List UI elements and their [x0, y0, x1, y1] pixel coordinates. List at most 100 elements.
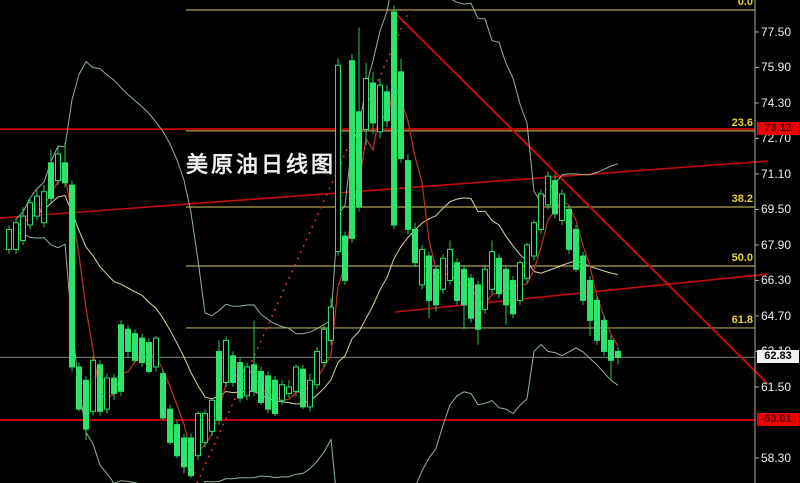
candle-body — [111, 377, 117, 395]
candle-body — [48, 162, 54, 199]
candle-body — [146, 342, 152, 372]
axis-tick-label: 77.50 — [761, 24, 792, 39]
candle-body — [307, 379, 313, 408]
bollinger-upper-band — [15, 0, 619, 335]
axis-tick-label: 69.50 — [761, 202, 792, 217]
candle-body — [286, 386, 292, 395]
candle-body — [20, 215, 26, 242]
candle-body — [181, 437, 187, 468]
candle-body — [510, 279, 516, 315]
candle-body — [6, 228, 12, 250]
price-badge-62.83: 62.83 — [757, 350, 799, 364]
candle-body — [76, 366, 82, 410]
candle-body — [461, 268, 467, 306]
candle-body — [468, 277, 474, 319]
fib-label-61.8: 61.8 — [731, 313, 753, 326]
candle-body — [615, 350, 621, 358]
candle-body — [83, 379, 89, 430]
candle-body — [524, 244, 530, 279]
candle-body — [216, 350, 222, 421]
candle-body — [489, 251, 495, 290]
candle-body — [384, 91, 390, 122]
candle-body — [104, 377, 110, 410]
candle-body — [125, 328, 131, 352]
candle-body — [97, 364, 103, 412]
candle-body — [328, 306, 334, 341]
candle-body — [419, 248, 425, 286]
candle-body — [342, 235, 348, 281]
candle-body — [118, 324, 124, 392]
candle-body — [272, 379, 278, 415]
candle-body — [314, 350, 320, 386]
candle-body — [265, 375, 271, 410]
fib-label-0.0: 0.0 — [737, 0, 753, 8]
candle-body — [174, 424, 180, 457]
candle-body — [237, 362, 243, 399]
candle-body — [69, 184, 75, 368]
candle-body — [160, 373, 166, 419]
candle-body — [426, 255, 432, 301]
candle-body — [13, 222, 19, 250]
candle-body — [349, 60, 355, 239]
candle-body — [251, 364, 257, 392]
fib-label-38.2: 38.2 — [731, 193, 753, 205]
candle-body — [335, 64, 341, 253]
candle-body — [195, 413, 201, 457]
candle-body — [587, 279, 593, 321]
candle-body — [566, 208, 572, 250]
candle-body — [300, 368, 306, 408]
candle-body — [454, 262, 460, 301]
candle-body — [132, 333, 138, 361]
axis-tick-label: 58.30 — [761, 450, 792, 465]
candle-body — [545, 175, 551, 206]
axis-tick-label: 71.10 — [761, 166, 792, 181]
trend-line-descending-from-top — [393, 11, 769, 385]
candle-body — [608, 339, 614, 361]
candle-body — [62, 162, 68, 184]
candle-body — [244, 366, 250, 397]
candle-body — [398, 71, 404, 159]
axis-tick-label: 66.30 — [761, 273, 792, 288]
candle-body — [34, 195, 40, 217]
candle-body — [594, 299, 600, 341]
price-badge-60.01: 60.01 — [757, 412, 799, 426]
price-badge-73.12: 73.12 — [757, 122, 799, 136]
candle-body — [41, 191, 47, 224]
axis-tick-label: 67.90 — [761, 237, 792, 252]
candle-body — [321, 328, 327, 364]
candle-body — [482, 268, 488, 310]
candle-body — [90, 359, 96, 412]
candle-body — [188, 437, 194, 477]
candle-body — [293, 366, 299, 392]
ma-slow-line — [15, 194, 619, 405]
candle-body — [475, 284, 481, 330]
fib-label-50.0: 50.0 — [731, 252, 753, 265]
candle-body — [433, 268, 439, 306]
chart-title: 美原油日线图 — [186, 152, 337, 177]
candle-body — [258, 370, 264, 403]
candle-body — [391, 11, 397, 226]
candle-body — [552, 180, 558, 215]
candle-body — [209, 399, 215, 432]
candle-body — [202, 413, 208, 443]
candle-body — [447, 248, 453, 281]
candle-body — [580, 255, 586, 301]
axis-tick-label: 64.70 — [761, 308, 792, 323]
trend-line-long-ascending — [0, 160, 769, 219]
candle-body — [531, 222, 537, 257]
candle-body — [370, 82, 376, 124]
axis-tick-label: 74.30 — [761, 95, 792, 110]
candle-body — [167, 408, 173, 443]
dotted-line-steep-dotted-support — [196, 4, 413, 483]
candle-body — [601, 319, 607, 352]
candle-body — [363, 78, 369, 131]
fib-label-23.6: 23.6 — [731, 116, 753, 129]
axis-tick-label: 75.90 — [761, 60, 792, 75]
axis-tick-label: 61.50 — [761, 379, 792, 394]
candle-body — [153, 337, 159, 368]
candle-body — [377, 84, 383, 133]
candle-body — [503, 268, 509, 306]
candle-body — [538, 193, 544, 230]
